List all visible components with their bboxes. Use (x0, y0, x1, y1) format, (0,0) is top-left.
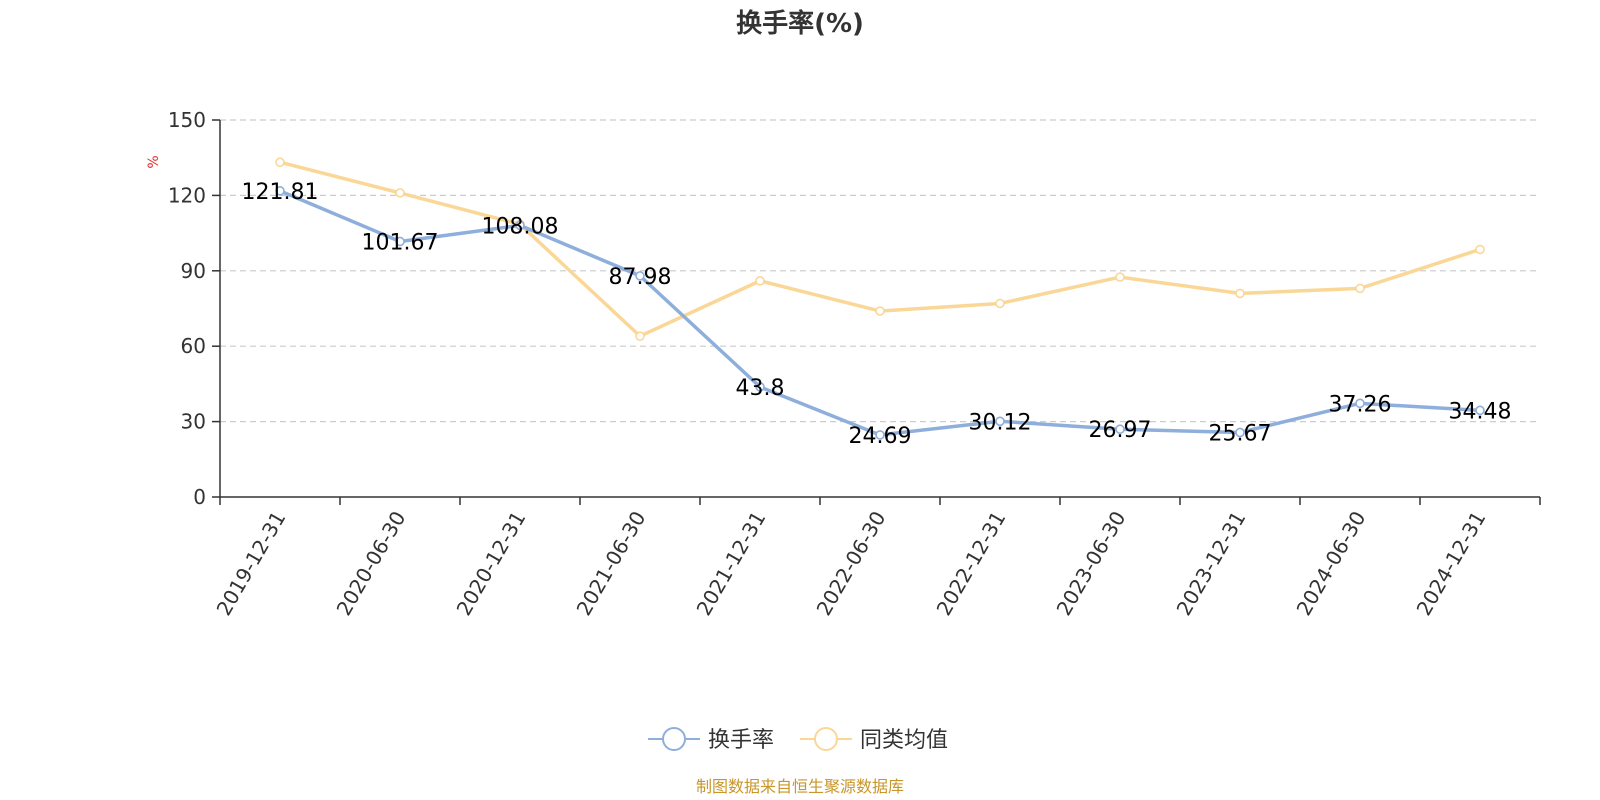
series-1-point (395, 236, 405, 247)
legend-marker-2 (814, 727, 838, 751)
data-label: 101.67 (362, 230, 439, 255)
series-2-point (875, 306, 885, 316)
data-label: 34.48 (1449, 399, 1512, 424)
series-2-point (1235, 288, 1245, 299)
data-label: 43.8 (736, 376, 785, 401)
data-label: 121.81 (242, 180, 319, 205)
x-tick-label: 2023-06-30 (1051, 507, 1130, 620)
series-1-point (1475, 405, 1485, 416)
chart-title: 换手率(%) (736, 8, 864, 39)
data-label: 87.98 (609, 265, 672, 290)
data-label: 108.08 (482, 214, 559, 239)
legend-label-2: 同类均值 (860, 728, 948, 753)
series-1-point (755, 382, 765, 392)
series-1-point (1355, 398, 1365, 409)
y-tick-label: 150 (168, 108, 206, 132)
legend-marker-1 (662, 727, 686, 751)
data-label: 24.69 (849, 424, 912, 449)
y-tick-label: 90 (181, 259, 206, 283)
data-label: 30.12 (969, 410, 1032, 435)
x-tick-label: 2021-12-31 (691, 507, 770, 620)
y-tick-label: 0 (193, 485, 206, 509)
y-axis-unit-label: % (146, 155, 162, 168)
x-tick-label: 2021-06-30 (571, 507, 650, 620)
series-2-point (755, 276, 765, 286)
series-2-point (1115, 272, 1125, 282)
x-tick-label: 2024-12-31 (1411, 507, 1490, 620)
series-2-point (275, 157, 285, 168)
legend: 换手率 同类均值 (648, 727, 948, 753)
y-tick-label: 120 (168, 183, 206, 207)
series-1-point (995, 416, 1005, 427)
data-label: 37.26 (1329, 392, 1392, 417)
series-1-point (275, 186, 285, 196)
x-tick-label: 2020-06-30 (331, 507, 410, 620)
data-label: 26.97 (1089, 418, 1152, 443)
series-2-point (395, 188, 405, 198)
series-1-point (635, 271, 645, 281)
source-note: 制图数据来自恒生聚源数据库 (696, 777, 904, 796)
series-1-point (515, 220, 525, 231)
data-label: 25.67 (1209, 421, 1272, 446)
x-tick-label: 2024-06-30 (1291, 507, 1370, 620)
grid-lines (220, 119, 1540, 423)
data-labels: 121.81 101.67 108.08 87.98 43.8 24.69 30.12 26.… (242, 180, 1512, 449)
series-2-point (995, 298, 1005, 309)
series-2-point (1475, 244, 1485, 255)
legend-label-1: 换手率 (708, 728, 774, 753)
series-2-point (1355, 283, 1365, 294)
x-tick-label: 2022-12-31 (931, 507, 1010, 620)
series-1-point (1115, 424, 1125, 435)
x-tick-label: 2023-12-31 (1171, 507, 1250, 620)
x-tick-label: 2020-12-31 (451, 507, 530, 620)
series-1-point (875, 430, 885, 440)
x-tick-label: 2019-12-31 (211, 507, 290, 620)
x-tick-label: 2022-06-30 (811, 507, 890, 620)
y-tick-label: 60 (181, 334, 206, 358)
series-1-point (1235, 427, 1245, 438)
series-lines (275, 157, 1485, 440)
y-tick-label: 30 (181, 410, 206, 434)
series-2-point (635, 331, 645, 341)
